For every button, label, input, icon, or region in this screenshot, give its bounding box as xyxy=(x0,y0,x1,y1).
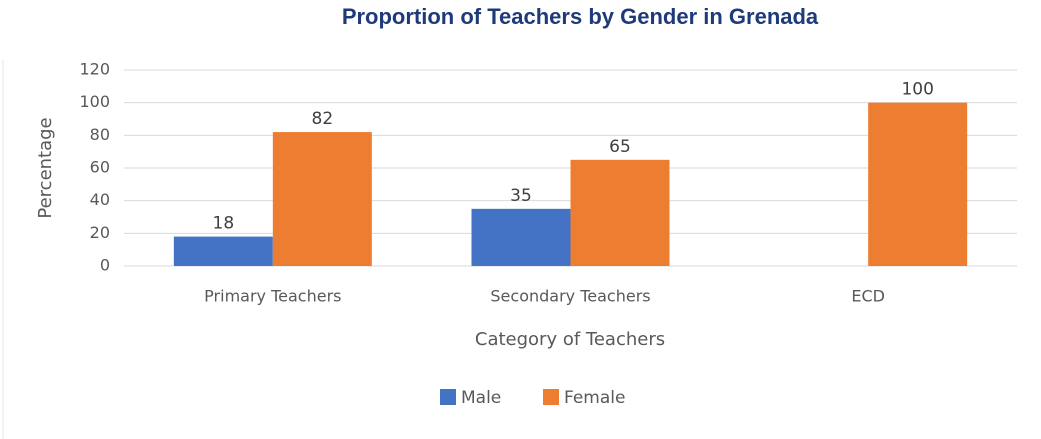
bar xyxy=(173,236,273,266)
bar xyxy=(272,132,372,266)
y-tick-label: 80 xyxy=(90,125,110,144)
value-label: 65 xyxy=(609,137,631,157)
legend-label: Female xyxy=(564,388,625,408)
x-tick-label: ECD xyxy=(851,287,885,306)
y-tick-label: 20 xyxy=(90,223,110,242)
y-axis-title: Percentage xyxy=(35,117,56,218)
chart-title: Proportion of Teachers by Gender in Gren… xyxy=(342,4,819,29)
value-label: 35 xyxy=(510,186,532,206)
x-tick-label: Primary Teachers xyxy=(204,287,341,306)
y-tick-label: 0 xyxy=(100,256,110,275)
bar xyxy=(570,159,670,266)
legend-swatch xyxy=(440,389,456,405)
value-label: 100 xyxy=(901,80,933,100)
x-axis-title: Category of Teachers xyxy=(475,329,665,350)
bar xyxy=(868,102,968,267)
value-label: 18 xyxy=(213,214,235,234)
y-tick-label: 100 xyxy=(79,92,110,111)
bar xyxy=(471,208,571,266)
y-tick-label: 60 xyxy=(90,158,110,177)
legend-swatch xyxy=(543,389,559,405)
y-tick-label: 120 xyxy=(79,60,110,79)
legend-label: Male xyxy=(461,388,501,408)
x-tick-label: Secondary Teachers xyxy=(490,287,650,306)
value-label: 82 xyxy=(312,109,334,129)
y-tick-label: 40 xyxy=(90,190,110,209)
